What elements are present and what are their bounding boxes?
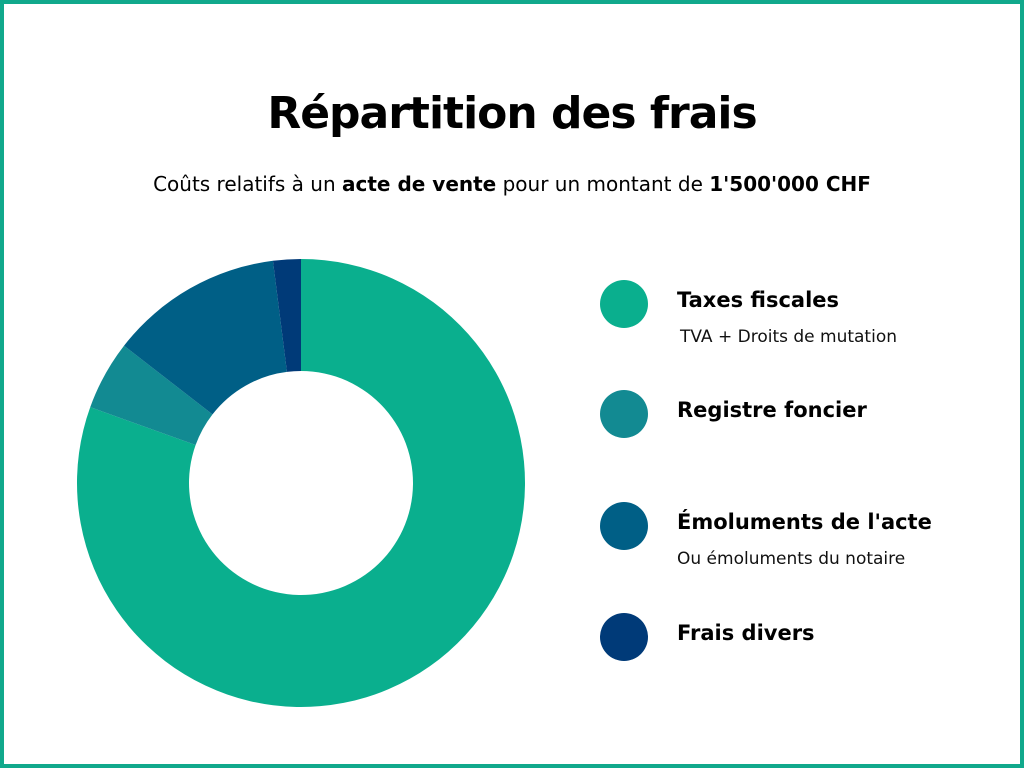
donut-slice-emoluments-acte: [124, 260, 287, 415]
legend-swatch-icon: [600, 390, 648, 438]
legend-swatch-icon: [600, 502, 648, 550]
donut-slice-frais-divers: [272, 259, 301, 372]
chart-title: Répartition des frais: [267, 88, 757, 139]
legend-label: Taxes fiscales: [677, 288, 840, 312]
subtitle-bold-1: acte de vente: [342, 172, 497, 196]
subtitle-text-2: pour un montant de: [496, 172, 710, 196]
donut-chart: [77, 259, 526, 707]
legend-label: Frais divers: [677, 621, 815, 645]
legend-sublabel: TVA + Droits de mutation: [680, 327, 897, 347]
legend-sublabel: Ou émoluments du notaire: [677, 549, 906, 569]
legend-swatch-icon: [600, 613, 648, 661]
donut-slice-registre-foncier: [90, 345, 213, 446]
subtitle-text-1: Coûts relatifs à un: [153, 172, 342, 196]
subtitle-bold-2: 1'500'000 CHF: [709, 172, 871, 196]
donut-slice-taxes-fiscales: [77, 259, 526, 707]
legend-swatch-icon: [600, 280, 648, 328]
legend-label: Registre foncier: [677, 398, 867, 422]
chart-subtitle: Coûts relatifs à un acte de vente pour u…: [0, 172, 1024, 196]
legend-label: Émoluments de l'acte: [677, 510, 932, 534]
